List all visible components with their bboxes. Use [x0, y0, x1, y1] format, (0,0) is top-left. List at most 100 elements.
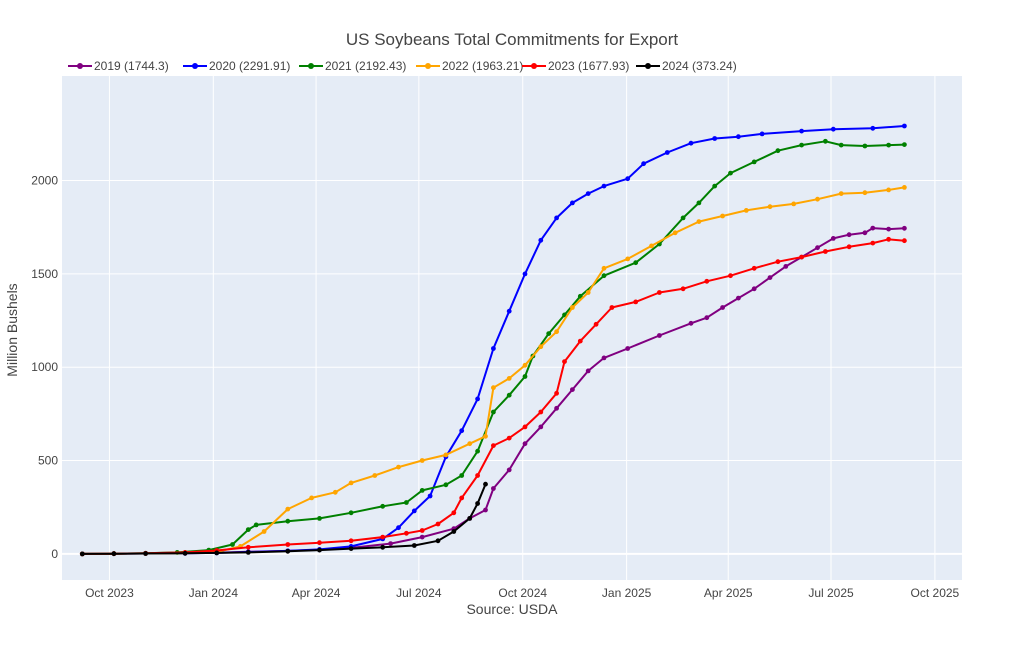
data-point [491, 443, 496, 448]
data-point [570, 387, 575, 392]
x-tick-label: Apr 2024 [292, 586, 341, 600]
data-point [751, 265, 757, 271]
data-point [862, 143, 868, 149]
data-point [862, 190, 868, 196]
data-point [688, 320, 694, 326]
data-point [799, 128, 804, 134]
data-point [467, 441, 473, 447]
legend-item: 2022 (1963.21) [416, 59, 523, 73]
series-line [82, 483, 487, 555]
legend-swatch-marker [425, 63, 431, 69]
plot-background [62, 76, 962, 580]
data-point [728, 170, 733, 176]
data-point [672, 230, 678, 236]
series-group [79, 185, 907, 557]
data-point [601, 265, 607, 271]
data-point [641, 161, 646, 167]
legend-label: 2021 (2192.43) [325, 59, 406, 73]
data-point [372, 473, 378, 478]
data-point [404, 500, 409, 505]
data-point [815, 196, 820, 202]
data-point [522, 362, 528, 368]
x-tick-label: Oct 2023 [85, 586, 134, 600]
data-point [886, 226, 891, 232]
data-point [664, 150, 670, 155]
series-group [79, 236, 907, 557]
data-point [79, 551, 85, 557]
data-point [704, 315, 710, 321]
data-point [317, 540, 322, 546]
data-point [696, 219, 702, 225]
data-point [625, 176, 631, 182]
data-point [799, 254, 804, 260]
x-tick-label: Jan 2025 [602, 586, 652, 600]
data-point [554, 215, 559, 221]
x-tick-label: Jul 2025 [808, 586, 854, 600]
data-point [886, 236, 891, 242]
data-point [554, 405, 559, 411]
data-point [380, 503, 386, 509]
data-point [870, 225, 876, 231]
data-point [522, 374, 528, 379]
data-point [554, 329, 559, 335]
data-point [435, 538, 441, 544]
y-axis-label: Million Bushels [4, 283, 20, 376]
data-point [657, 333, 662, 338]
legend-swatch-marker [645, 63, 651, 69]
data-point [720, 213, 725, 219]
legend-item: 2024 (373.24) [636, 59, 737, 73]
data-point [585, 290, 591, 295]
data-point [522, 271, 528, 277]
data-point [538, 237, 544, 243]
chart-title: US Soybeans Total Commitments for Export [346, 30, 679, 49]
data-point [435, 521, 441, 527]
data-point [419, 534, 425, 540]
data-point [253, 522, 259, 528]
y-tick-label: 1000 [31, 360, 58, 374]
data-point [823, 249, 828, 254]
data-point [902, 142, 907, 148]
legend-item: 2021 (2192.43) [299, 59, 406, 73]
data-point [419, 528, 425, 533]
data-point [570, 305, 575, 310]
data-point [522, 441, 528, 447]
data-point [799, 142, 804, 148]
data-point [506, 376, 512, 381]
data-point [522, 424, 528, 430]
data-point [783, 264, 789, 269]
data-point [380, 534, 386, 540]
legend-label: 2019 (1744.3) [94, 59, 169, 73]
legend-item: 2023 (1677.93) [522, 59, 629, 73]
data-point [411, 508, 417, 514]
data-point [111, 551, 117, 557]
data-point [491, 346, 496, 351]
data-point [625, 256, 631, 262]
data-point [815, 245, 820, 251]
series-group [79, 138, 907, 557]
data-point [585, 191, 591, 197]
data-point [696, 200, 702, 206]
legend-swatch-marker [77, 63, 83, 69]
data-point [902, 238, 907, 244]
data-point [704, 278, 710, 284]
series-line [82, 186, 905, 555]
series-line [82, 238, 905, 555]
data-point [475, 448, 480, 454]
data-point [348, 510, 354, 516]
data-point [680, 286, 686, 292]
data-point [585, 368, 591, 374]
y-tick-label: 0 [51, 547, 58, 561]
data-point [633, 260, 639, 266]
data-point [562, 359, 567, 364]
data-point [348, 546, 354, 551]
data-point [348, 480, 354, 486]
data-point [649, 243, 654, 249]
data-point [483, 433, 488, 439]
data-point [451, 529, 457, 534]
data-point [775, 259, 781, 265]
legend-item: 2019 (1744.3) [68, 59, 169, 73]
data-point [285, 506, 291, 512]
data-point [245, 550, 251, 555]
legend-item: 2020 (2291.91) [183, 59, 290, 73]
